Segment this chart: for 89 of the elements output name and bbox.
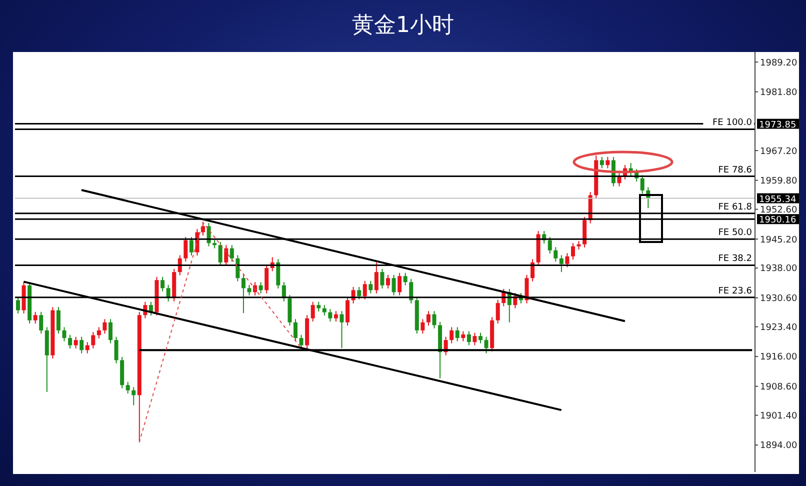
- candlestick: [160, 276, 165, 292]
- candlestick: [374, 262, 378, 294]
- candlestick: [565, 252, 570, 268]
- candlestick: [299, 334, 304, 349]
- candlestick: [310, 301, 315, 322]
- candlestick: [189, 236, 194, 256]
- candlestick: [276, 258, 280, 290]
- y-tick-label: 1981.80: [760, 88, 798, 98]
- candlestick: [432, 310, 436, 329]
- candlestick: [108, 318, 112, 344]
- ref-line-label: FE 78.6: [718, 165, 752, 176]
- candlestick: [132, 386, 136, 406]
- candlestick: [461, 330, 466, 342]
- y-tick-label: 1916.00: [760, 352, 798, 363]
- candlestick: [450, 326, 454, 344]
- candlestick: [334, 310, 338, 322]
- candlestick: [56, 306, 60, 334]
- y-tick-label: 1923.40: [760, 322, 798, 333]
- candlestick: [114, 336, 118, 364]
- candlestick: [346, 296, 350, 326]
- candlestick: [640, 174, 644, 194]
- candlestick: [386, 274, 390, 290]
- candlestick: [230, 244, 234, 262]
- candlestick: [478, 332, 482, 344]
- candlestick: [455, 326, 460, 342]
- candlestick: [484, 336, 488, 354]
- candlestick: [571, 242, 575, 260]
- ref-line-label: 1950.16: [759, 216, 796, 226]
- ref-line-label: FE 50.0: [718, 228, 752, 238]
- candlestick: [264, 264, 269, 294]
- candlestick: [524, 274, 529, 304]
- chart-title: 黄金1小时: [351, 12, 455, 40]
- candlestick: [96, 326, 101, 339]
- candlestick: [496, 299, 500, 324]
- candlestick: [403, 272, 408, 286]
- candlestick: [62, 326, 66, 342]
- ref-line-label: FE 100.0: [712, 118, 752, 128]
- ref-line-label: FE 61.8: [718, 202, 752, 212]
- candlestick: [247, 284, 252, 296]
- candlestick: [258, 282, 263, 294]
- candlestick: [328, 308, 332, 322]
- candlestick: [184, 236, 188, 262]
- ref-line-label: 1973.85: [759, 120, 796, 130]
- candlestick: [362, 280, 367, 300]
- candlestick: [241, 274, 246, 314]
- y-tick-label: 1901.40: [760, 411, 798, 422]
- y-tick-label: 1894.00: [760, 441, 798, 452]
- y-tick-label: 1945.20: [760, 235, 798, 246]
- candlestick: [322, 304, 326, 316]
- candlestick: [554, 246, 558, 262]
- candlestick: [316, 301, 321, 312]
- y-tick-label: 1938.00: [760, 264, 798, 274]
- candlestick: [559, 254, 564, 273]
- candlestick: [80, 336, 84, 354]
- candlestick: [68, 334, 72, 349]
- candlestick: [91, 332, 96, 349]
- candlestick: [126, 381, 130, 394]
- candlestick: [409, 278, 414, 304]
- y-tick-label: 1989.20: [760, 58, 798, 68]
- candlestick: [426, 310, 430, 326]
- candlestick: [224, 244, 228, 266]
- candlestick: [380, 268, 384, 290]
- candlestick: [16, 296, 20, 314]
- candlestick: [368, 280, 373, 294]
- y-tick-label: 1959.80: [760, 176, 798, 187]
- candlestick: [466, 330, 471, 346]
- candlestick: [85, 342, 90, 354]
- candlestick: [548, 236, 552, 254]
- ref-line-label: FE 38.2: [718, 254, 752, 264]
- candlestick: [39, 311, 44, 334]
- candlestick: [606, 156, 610, 169]
- candlestick: [600, 156, 604, 169]
- y-tick-label: 1967.20: [760, 146, 798, 157]
- y-tick-label: 1930.60: [760, 294, 798, 304]
- candlestick: [420, 318, 425, 334]
- candlestick: [74, 336, 78, 349]
- candlestick: [33, 311, 38, 324]
- candlestick: [340, 310, 344, 349]
- candlestick: [472, 332, 477, 346]
- candlestick: [294, 318, 298, 342]
- candlestick: [357, 286, 362, 300]
- candlestick: [218, 241, 222, 266]
- ref-line-label: 1955.34: [759, 194, 796, 205]
- candlestick: [398, 272, 402, 296]
- y-tick-label: 1952.60: [760, 205, 798, 216]
- y-tick-label: 1908.60: [760, 382, 798, 393]
- candlestick: [392, 274, 396, 296]
- ref-line-label: FE 23.6: [718, 286, 752, 296]
- candlestick: [102, 318, 107, 334]
